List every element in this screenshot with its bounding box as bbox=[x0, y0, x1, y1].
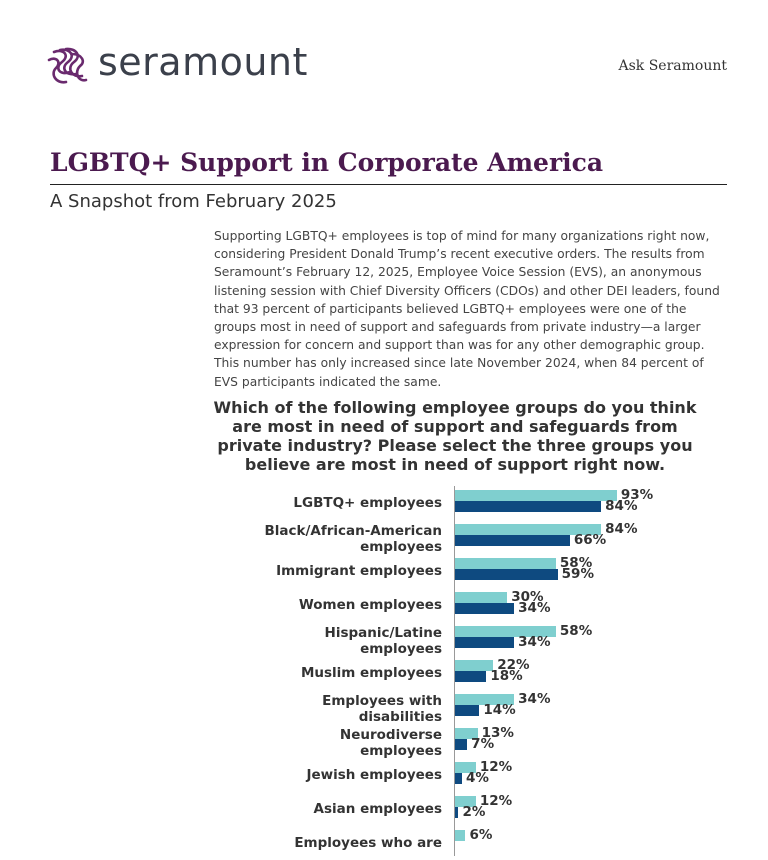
value-label: 7% bbox=[471, 736, 495, 752]
axis-line bbox=[454, 486, 455, 856]
title: LGBTQ+ Support in Corporate America bbox=[50, 148, 604, 177]
category-label: Black/African-American employees bbox=[264, 523, 442, 555]
bar bbox=[455, 637, 515, 648]
bar bbox=[455, 773, 462, 784]
bar-row: Employees who are 6% bbox=[0, 826, 768, 860]
category-label: Neurodiverse employees bbox=[339, 727, 442, 759]
value-label: 6% bbox=[469, 827, 493, 843]
bar-row: Neurodiverse employees 13% 7% bbox=[0, 724, 768, 759]
value-label: 59% bbox=[561, 566, 594, 582]
bar bbox=[455, 524, 602, 535]
value-label: 4% bbox=[465, 770, 489, 786]
category-label: Muslim employees bbox=[300, 665, 442, 681]
category-label: Jewish employees bbox=[306, 767, 442, 783]
bar bbox=[455, 558, 556, 569]
value-label: 34% bbox=[518, 600, 551, 616]
paragraph: Supporting LGBTQ+ employees is top of mi… bbox=[214, 229, 720, 389]
subtitle: A Snapshot from February 2025 bbox=[50, 191, 337, 212]
value-label: 84% bbox=[605, 521, 638, 537]
bar bbox=[455, 762, 476, 773]
bar bbox=[455, 830, 466, 841]
bar-row: Black/African-American employees 84% 66% bbox=[0, 520, 768, 555]
value-label: 13% bbox=[481, 725, 514, 741]
bar bbox=[455, 660, 494, 671]
bar bbox=[455, 490, 617, 501]
bar bbox=[455, 671, 487, 682]
bar-row: Hispanic/Latine employees 58% 34% bbox=[0, 622, 768, 657]
value-label: 34% bbox=[518, 691, 551, 707]
bar bbox=[455, 807, 459, 818]
value-label: 93% bbox=[620, 487, 654, 503]
bar-row: Muslim employees 22% 18% bbox=[0, 656, 768, 690]
bar bbox=[455, 603, 515, 614]
value-label: 22% bbox=[497, 657, 530, 673]
bar bbox=[455, 501, 602, 512]
value-label: 2% bbox=[462, 804, 486, 820]
bar bbox=[455, 728, 478, 739]
bar bbox=[455, 592, 508, 603]
bar bbox=[455, 705, 480, 716]
category-label: Women employees bbox=[298, 597, 442, 613]
value-label: 30% bbox=[511, 589, 544, 605]
value-label: 12% bbox=[479, 759, 513, 775]
bar bbox=[455, 694, 515, 705]
bar-row: Asian employees 12% 2% bbox=[0, 792, 768, 826]
bar bbox=[455, 626, 556, 637]
bar bbox=[455, 796, 476, 807]
bar-row: Jewish employees 12% 4% bbox=[0, 758, 768, 792]
value-label: 34% bbox=[518, 634, 551, 650]
rule bbox=[50, 184, 727, 185]
category-label: Employees who are bbox=[294, 835, 442, 851]
value-label: 84% bbox=[605, 498, 638, 514]
value-label: 58% bbox=[559, 555, 593, 571]
category-label: Immigrant employees bbox=[276, 563, 442, 579]
brand: seramount bbox=[98, 40, 308, 84]
bar bbox=[455, 739, 468, 750]
logo bbox=[47, 47, 88, 84]
category-label: LGBTQ+ employees bbox=[293, 495, 442, 511]
bar-row: LGBTQ+ employees 93% 84% bbox=[0, 486, 768, 520]
category-label: Hispanic/Latine employees bbox=[324, 625, 442, 657]
ask-link[interactable]: Ask Seramount bbox=[618, 58, 727, 74]
chart-title: Which of the following employee groups d… bbox=[213, 398, 697, 474]
value-label: 18% bbox=[490, 668, 523, 684]
value-label: 66% bbox=[573, 532, 607, 548]
value-label: 58% bbox=[559, 623, 593, 639]
bar bbox=[455, 535, 570, 546]
bar-row: Employees with disabilities 34% 14% bbox=[0, 690, 768, 725]
bar bbox=[455, 569, 558, 580]
value-label: 14% bbox=[483, 702, 516, 718]
bar-row: Women employees 30% 34% bbox=[0, 588, 768, 622]
category-label: Employees with disabilities bbox=[322, 693, 442, 725]
value-label: 12% bbox=[479, 793, 513, 809]
bar-row: Immigrant employees 58% 59% bbox=[0, 554, 768, 588]
category-label: Asian employees bbox=[313, 801, 442, 817]
